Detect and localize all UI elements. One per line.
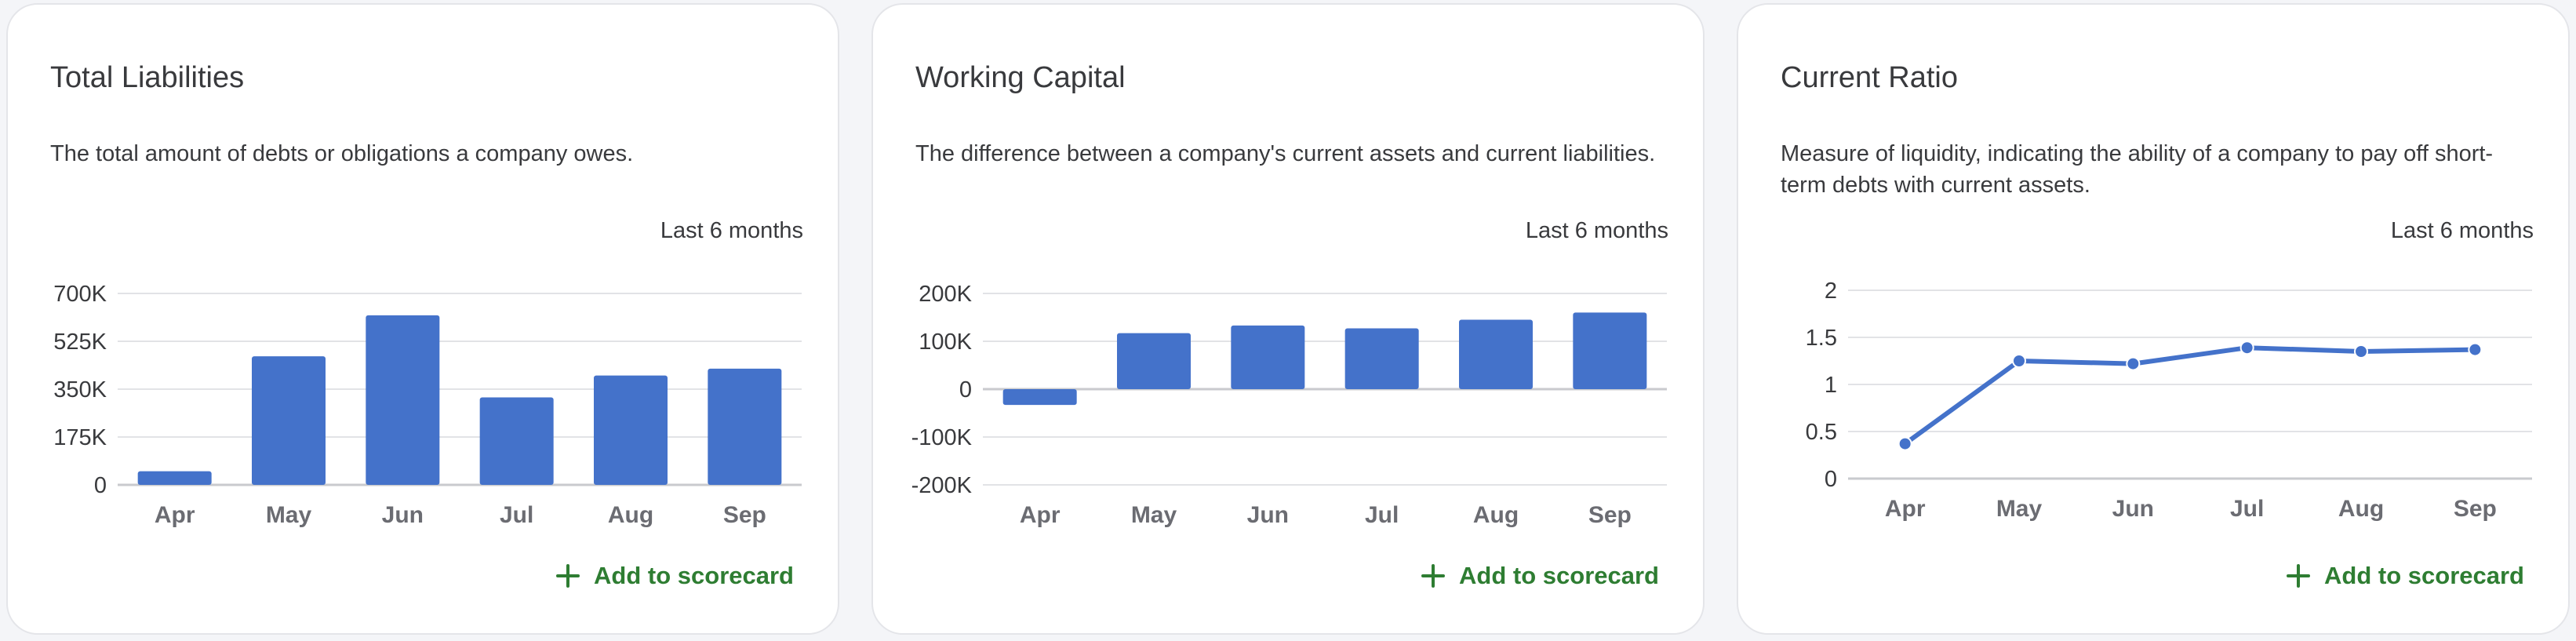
y-tick-label: -100K — [911, 425, 973, 450]
x-tick-label: Aug — [2338, 496, 2384, 522]
working-capital-chart: -200K -100K 0 100K 200K Apr May Jun Jul Aug Sep — [911, 282, 1667, 528]
card-description: Measure of liquidity, indicating the abi… — [1781, 141, 2494, 198]
y-tick-label: 700K — [53, 282, 107, 307]
x-tick-label: May — [1131, 502, 1177, 528]
y-tick-label: 0.5 — [1806, 420, 1837, 445]
x-tick-label: Sep — [1588, 502, 1632, 528]
plus-icon — [1421, 564, 1446, 588]
x-tick-label: Aug — [608, 502, 653, 528]
y-tick-label: 0 — [94, 473, 107, 498]
y-tick-label: 1.5 — [1806, 326, 1837, 351]
bar[interactable] — [1459, 319, 1533, 389]
card-title: Current Ratio — [1781, 61, 1958, 94]
x-tick-label: Jul — [1365, 502, 1399, 528]
plus-icon — [2287, 564, 2311, 588]
data-point[interactable] — [2468, 342, 2483, 357]
x-tick-label: Jun — [1247, 502, 1289, 528]
current-ratio-card: Current Ratio Measure of liquidity, indi… — [1737, 3, 2570, 635]
y-tick-label: 0 — [959, 377, 972, 402]
bar[interactable] — [252, 356, 326, 485]
add-to-scorecard-label: Add to scorecard — [2324, 562, 2524, 589]
data-point[interactable] — [2354, 344, 2368, 359]
period-label: Last 6 months — [2390, 218, 2534, 243]
period-label: Last 6 months — [660, 218, 803, 243]
x-tick-label: Aug — [1473, 502, 1519, 528]
bar[interactable] — [708, 368, 782, 485]
y-tick-label: 200K — [919, 282, 972, 307]
y-tick-label: 0 — [1825, 467, 1837, 492]
y-tick-label: -200K — [911, 473, 973, 498]
bar[interactable] — [1344, 328, 1419, 389]
x-tick-label: Apr — [155, 502, 195, 528]
plus-icon — [556, 564, 580, 588]
bar[interactable] — [1002, 389, 1077, 406]
bar[interactable] — [594, 375, 668, 485]
data-point[interactable] — [2239, 341, 2254, 355]
y-tick-label: 1 — [1825, 373, 1837, 398]
data-point[interactable] — [1897, 436, 1912, 451]
x-tick-label: Jul — [500, 502, 533, 528]
y-tick-label: 100K — [919, 330, 972, 355]
bar[interactable] — [366, 315, 440, 485]
y-tick-label: 2 — [1825, 279, 1837, 304]
card-description: The total amount of debts or obligations… — [50, 141, 634, 166]
x-tick-label: Jul — [2230, 496, 2264, 522]
x-tick-label: May — [1996, 496, 2043, 522]
total-liabilities-chart: 0 175K 350K 525K 700K Apr May Jun Jul Aug Sep — [53, 282, 802, 528]
y-tick-label: 175K — [53, 425, 107, 450]
period-label: Last 6 months — [1525, 218, 1668, 243]
bar[interactable] — [1573, 312, 1647, 389]
data-point[interactable] — [2012, 354, 2026, 368]
working-capital-card: Working Capital The difference between a… — [871, 3, 1705, 635]
card-title: Working Capital — [915, 61, 1126, 94]
add-to-scorecard-label: Add to scorecard — [594, 562, 794, 589]
y-tick-label: 350K — [53, 377, 107, 402]
add-to-scorecard-button[interactable]: Add to scorecard — [2287, 554, 2524, 598]
x-tick-label: Apr — [1885, 496, 1926, 522]
x-tick-label: Jun — [2112, 496, 2154, 522]
x-tick-label: May — [266, 502, 312, 528]
x-tick-label: Sep — [2454, 496, 2497, 522]
x-tick-label: Sep — [723, 502, 766, 528]
bar[interactable] — [479, 397, 554, 485]
card-description: The difference between a company's curre… — [915, 141, 1656, 166]
x-tick-label: Jun — [382, 502, 424, 528]
add-to-scorecard-button[interactable]: Add to scorecard — [556, 554, 794, 598]
data-point[interactable] — [2126, 356, 2141, 371]
bar[interactable] — [137, 471, 212, 485]
y-tick-label: 525K — [53, 330, 107, 355]
total-liabilities-card: Total Liabilities The total amount of de… — [6, 3, 839, 635]
bar[interactable] — [1231, 325, 1305, 389]
add-to-scorecard-button[interactable]: Add to scorecard — [1421, 554, 1659, 598]
card-title: Total Liabilities — [50, 61, 245, 94]
add-to-scorecard-label: Add to scorecard — [1459, 562, 1659, 589]
current-ratio-chart: 0 0.5 1 1.5 2 Apr May Jun Jul Aug Sep — [1806, 279, 2532, 522]
bar[interactable] — [1117, 333, 1191, 389]
x-tick-label: Apr — [1020, 502, 1061, 528]
series-line — [1902, 345, 2478, 446]
